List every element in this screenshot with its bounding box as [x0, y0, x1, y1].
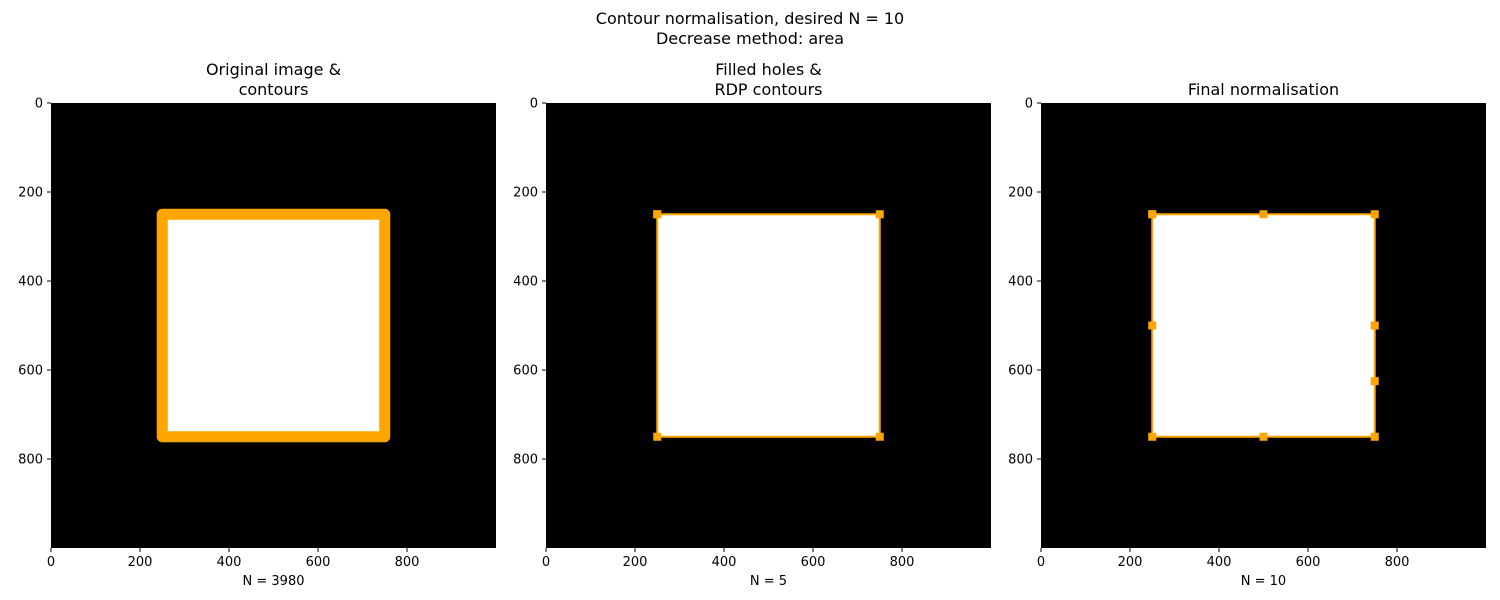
x-axis-label: N = 5 [749, 574, 788, 589]
contour-point [1370, 432, 1379, 441]
panel-title-line-2: RDP contours [714, 80, 823, 99]
panel-rdp: Filled holes & RDP contours 0 200 400 600 80… [513, 0, 991, 600]
x-tick-label: 600 [1296, 555, 1321, 570]
suptitle-line-2: Decrease method: area [655, 29, 845, 48]
image-axes: 0 200 400 600 800 0 200 400 600 800 [18, 97, 496, 570]
white-square [162, 214, 385, 437]
panel-title: Filled holes & RDP contours [546, 60, 991, 100]
panel-title-line-1: Original image & [205, 60, 342, 79]
contour-point [653, 210, 662, 219]
white-square [1152, 214, 1375, 437]
x-tick-label: 600 [306, 555, 331, 570]
x-tick-label: 400 [1207, 555, 1232, 570]
contour-point [1148, 321, 1157, 330]
contour-point [1259, 432, 1268, 441]
panel-title-line-1: Filled holes & [715, 60, 822, 79]
x-tick-label: 600 [801, 555, 826, 570]
y-tick-label: 600 [1008, 364, 1033, 379]
contour-point [1370, 377, 1379, 386]
y-tick-label: 600 [18, 364, 43, 379]
image-axes: 0 200 400 600 800 0 200 400 600 800 [1008, 97, 1486, 570]
contour-point [1148, 432, 1157, 441]
x-tick-label: 800 [1385, 555, 1410, 570]
panel-original: Original image & contours 0 200 400 600 800 0… [18, 0, 496, 600]
y-tick-label: 0 [35, 97, 43, 112]
suptitle-line-1: Contour normalisation, desired N = 10 [595, 9, 905, 28]
contour-point [1370, 210, 1379, 219]
contour-point [1259, 210, 1268, 219]
y-tick-label: 0 [1025, 97, 1033, 112]
x-tick-label: 0 [47, 555, 55, 570]
contour-point [875, 432, 884, 441]
white-square [657, 214, 880, 437]
contour-point [1148, 210, 1157, 219]
panel-final: Final normalisation 0 200 400 600 800 0 200 400… [1008, 0, 1486, 600]
x-tick-label: 200 [128, 555, 153, 570]
y-tick-label: 0 [530, 97, 538, 112]
y-tick-label: 600 [513, 364, 538, 379]
x-axis-label: N = 10 [1240, 574, 1287, 589]
x-tick-label: 200 [623, 555, 648, 570]
panel-title-line-2: contours [238, 80, 309, 99]
y-tick-label: 400 [1008, 275, 1033, 290]
panel-title: Final normalisation [1041, 80, 1486, 100]
y-tick-label: 800 [513, 453, 538, 468]
contour-line [156, 208, 391, 443]
contour-point [653, 432, 662, 441]
figure-suptitle: Contour normalisation, desired N = 10 De… [0, 9, 1500, 49]
y-tick-label: 200 [1008, 186, 1033, 201]
x-tick-label: 200 [1118, 555, 1143, 570]
x-tick-label: 400 [217, 555, 242, 570]
y-tick-label: 200 [18, 186, 43, 201]
image-axes: 0 200 400 600 800 0 200 400 600 800 [513, 97, 991, 570]
x-tick-label: 800 [890, 555, 915, 570]
x-tick-label: 400 [712, 555, 737, 570]
x-tick-label: 0 [542, 555, 550, 570]
contour-line [1151, 213, 1376, 438]
x-tick-label: 0 [1037, 555, 1045, 570]
x-tick-label: 800 [395, 555, 420, 570]
panel-title: Original image & contours [51, 60, 496, 100]
y-tick-label: 200 [513, 186, 538, 201]
y-tick-label: 800 [1008, 453, 1033, 468]
y-tick-label: 400 [18, 275, 43, 290]
y-tick-label: 400 [513, 275, 538, 290]
y-tick-label: 800 [18, 453, 43, 468]
contour-point [1370, 321, 1379, 330]
panel-title-line-1: Final normalisation [1187, 80, 1340, 99]
x-axis-label: N = 3980 [242, 574, 305, 589]
contour-point [875, 210, 884, 219]
